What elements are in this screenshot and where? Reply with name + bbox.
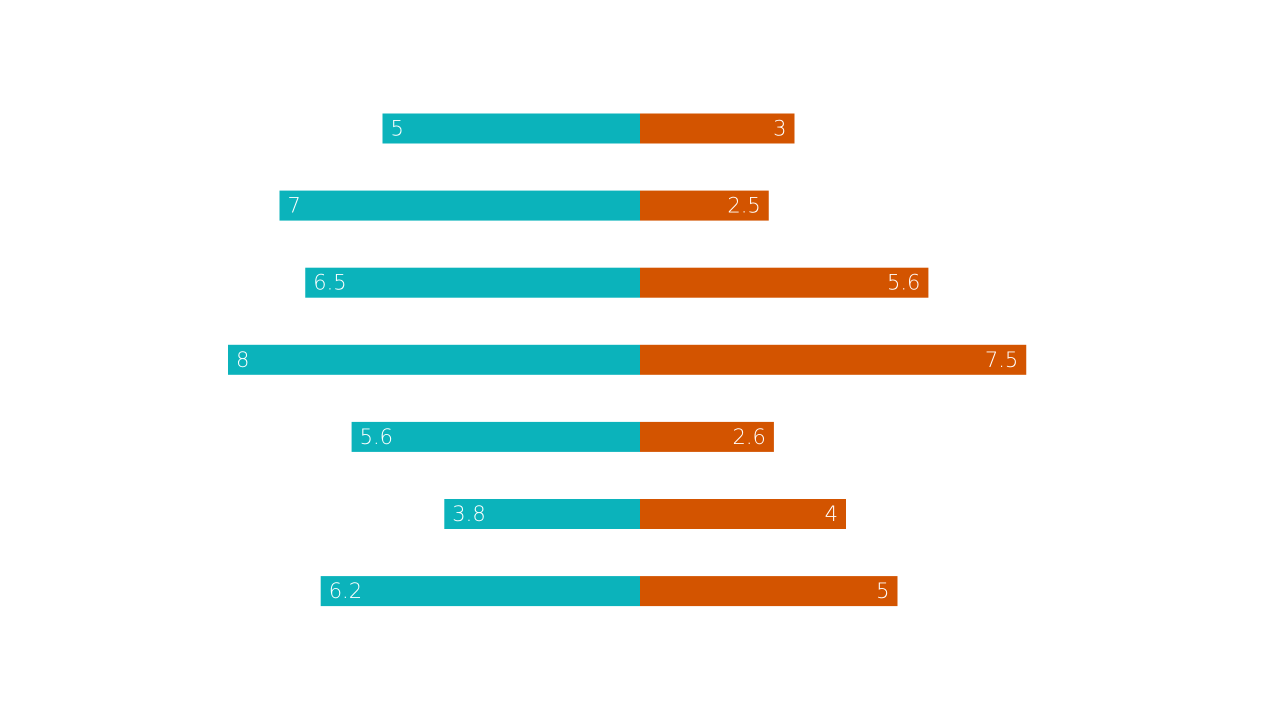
bars-group [228,113,1027,607]
bar-right-3 [640,267,929,298]
bar-label-left-3: 6.5 [313,271,346,295]
bar-left-7 [320,576,640,607]
bar-left-1 [382,113,640,144]
bar-left-4 [228,344,640,375]
bar-label-right-3: 5.6 [887,271,920,295]
bar-label-right-1: 3 [773,117,786,141]
bar-right-4 [640,344,1027,375]
bar-label-right-5: 2.6 [732,425,765,449]
bar-right-7 [640,576,898,607]
bar-label-left-5: 5.6 [360,425,393,449]
bar-right-1 [640,113,795,144]
bar-label-right-6: 4 [825,502,838,526]
bar-label-left-6: 3.8 [452,502,485,526]
bar-right-5 [640,421,774,452]
labels-group: 5 3 7 2.5 6.5 5.6 8 7.5 5.6 2.6 3.8 4 6.2 5 [236,117,1018,604]
bar-left-5 [351,421,640,452]
bar-left-6 [444,499,640,529]
bar-label-left-4: 8 [236,348,249,372]
bar-right-2 [640,190,769,221]
bar-label-right-7: 5 [876,579,889,603]
bar-label-right-4: 7.5 [985,348,1018,372]
bar-left-2 [279,190,640,221]
bar-label-left-1: 5 [391,117,404,141]
bar-right-6 [640,499,846,529]
bar-label-right-2: 2.5 [727,194,760,218]
bar-left-3 [305,267,640,298]
bar-label-left-2: 7 [288,194,301,218]
bar-label-left-7: 6.2 [329,579,362,603]
